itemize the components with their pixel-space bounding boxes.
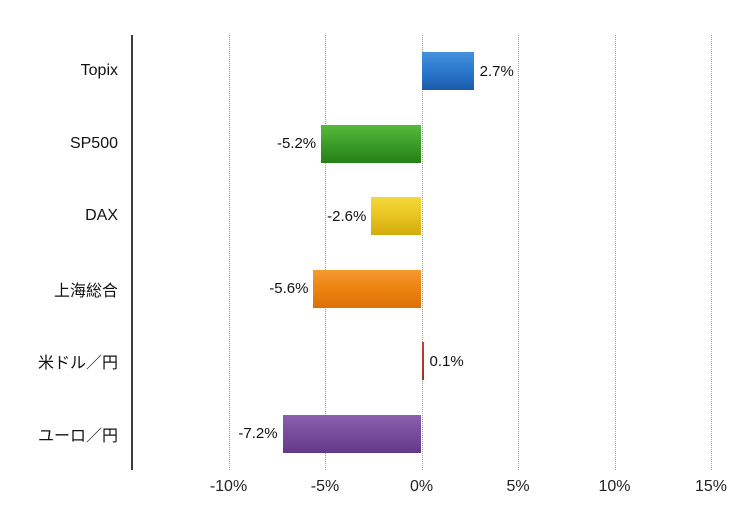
category-label-eur-jpy: ユーロ／円 (37, 427, 118, 445)
category-label-shanghai-composite: 上海総合 (53, 282, 118, 300)
value-label-sp500: -5.2% (276, 135, 317, 153)
gridline-15% (711, 35, 712, 470)
x-axis-tick-label: 15% (694, 478, 728, 495)
value-label-shanghai-composite: -5.6% (269, 280, 309, 298)
category-label-dax: DAX (85, 207, 118, 225)
value-label-topix: 2.7% (479, 62, 514, 80)
bar-topix (421, 52, 474, 91)
gridline-10% (614, 35, 616, 470)
bar-shanghai-composite (313, 269, 422, 308)
category-label-usd-jpy: 米ドル／円 (37, 355, 118, 373)
category-label-topix: Topix (80, 62, 118, 80)
x-axis-tick-label: -10% (209, 478, 248, 495)
y-axis-line (131, 35, 133, 470)
gridline-5% (518, 35, 519, 470)
x-axis-tick-label: 10% (598, 478, 631, 495)
value-label-usd-jpy: 0.1% (429, 352, 464, 370)
gridline--10% (228, 35, 230, 470)
bar-usd-jpy (421, 342, 424, 381)
gridline-0% (421, 35, 423, 470)
value-label-eur-jpy: -7.2% (238, 425, 278, 443)
x-axis-tick-label: -5% (310, 478, 340, 495)
value-label-dax: -2.6% (327, 207, 367, 225)
bar-sp500 (321, 124, 422, 163)
bar-eur-jpy (282, 414, 422, 453)
category-label-sp500: SP500 (69, 134, 118, 152)
x-axis-tick-label: 0% (409, 478, 434, 495)
x-axis-tick-label: 5% (506, 478, 530, 495)
gridline--5% (325, 35, 326, 470)
bar-dax (371, 197, 422, 236)
